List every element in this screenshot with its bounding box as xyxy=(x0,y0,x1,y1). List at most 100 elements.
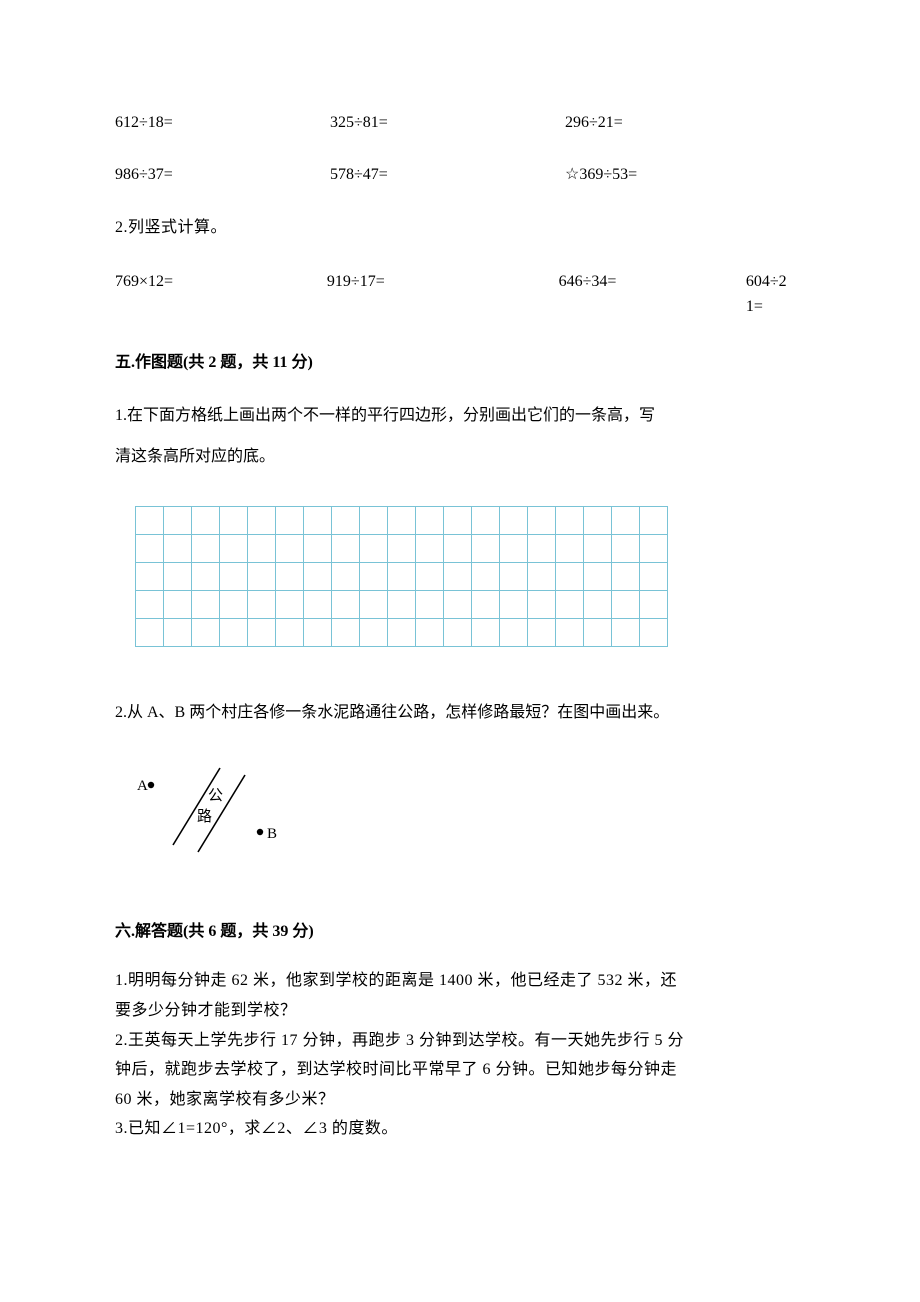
grid-cell xyxy=(388,534,416,562)
equation-cell-wrapped: 604÷2 1= xyxy=(746,269,805,320)
grid-cell xyxy=(276,590,304,618)
grid-cell xyxy=(248,590,276,618)
grid-cell xyxy=(472,534,500,562)
grid-cell xyxy=(360,590,388,618)
grid-cell xyxy=(500,618,528,646)
grid-cell xyxy=(472,562,500,590)
section-6-title: 六.解答题(共 6 题，共 39 分) xyxy=(115,919,805,945)
grid-cell xyxy=(276,534,304,562)
grid-cell xyxy=(472,618,500,646)
grid-cell xyxy=(416,562,444,590)
svg-text:路: 路 xyxy=(197,808,212,825)
grid-cell xyxy=(192,534,220,562)
grid-cell xyxy=(472,506,500,534)
grid-cell xyxy=(528,618,556,646)
grid-cell xyxy=(164,506,192,534)
road-svg: A公路B xyxy=(125,760,285,870)
grid-cell xyxy=(248,562,276,590)
grid-cell xyxy=(388,562,416,590)
grid-cell xyxy=(612,618,640,646)
grid-paper xyxy=(135,506,805,647)
equation-cell: 769×12= xyxy=(115,269,327,320)
equation-fragment: 1= xyxy=(746,294,805,320)
grid-cell xyxy=(500,506,528,534)
grid-cell xyxy=(332,506,360,534)
svg-text:B: B xyxy=(267,826,277,842)
section-6-q1-line2: 要多少分钟才能到学校？ xyxy=(115,996,805,1026)
grid-cell xyxy=(248,506,276,534)
equation-cell: ☆369÷53= xyxy=(565,162,755,188)
grid-cell xyxy=(136,618,164,646)
grid-cell xyxy=(248,534,276,562)
document-page: 612÷18= 325÷81= 296÷21= 986÷37= 578÷47= … xyxy=(0,0,920,1302)
grid-cell xyxy=(136,534,164,562)
equation-cell: 646÷34= xyxy=(559,269,746,320)
grid-cell xyxy=(556,506,584,534)
grid-cell xyxy=(220,506,248,534)
section-5-title: 五.作图题(共 2 题，共 11 分) xyxy=(115,350,805,376)
grid-cell xyxy=(304,506,332,534)
grid-cell xyxy=(304,618,332,646)
grid-cell xyxy=(360,506,388,534)
grid-cell xyxy=(220,618,248,646)
grid-cell xyxy=(416,618,444,646)
grid-cell xyxy=(584,506,612,534)
grid-cell xyxy=(192,590,220,618)
grid-cell xyxy=(528,534,556,562)
equation-cell: 296÷21= xyxy=(565,110,755,136)
grid-cell xyxy=(584,590,612,618)
section-5-q1-line2: 清这条高所对应的底。 xyxy=(115,439,805,474)
section-6-q2-line1: 2.王英每天上学先步行 17 分钟，再跑步 3 分钟到达学校。有一天她先步行 5… xyxy=(115,1026,805,1056)
grid-cell xyxy=(500,562,528,590)
grid-cell xyxy=(640,506,668,534)
grid-cell xyxy=(556,534,584,562)
grid-cell xyxy=(360,562,388,590)
section-5-q2: 2.从 A、B 两个村庄各修一条水泥路通往公路，怎样修路最短？在图中画出来。 xyxy=(115,695,805,730)
grid-cell xyxy=(444,618,472,646)
grid-cell xyxy=(164,590,192,618)
equation-cell: 612÷18= xyxy=(115,110,330,136)
grid-cell xyxy=(528,562,556,590)
equation-fragment: 604÷2 xyxy=(746,269,805,295)
grid-cell xyxy=(416,534,444,562)
equation-cell: 986÷37= xyxy=(115,162,330,188)
grid-cell xyxy=(360,534,388,562)
grid-cell xyxy=(584,562,612,590)
section-6-q2-line2: 钟后，就跑步去学校了，到达学校时间比平常早了 6 分钟。已知她步每分钟走 xyxy=(115,1055,805,1085)
grid-cell xyxy=(388,590,416,618)
grid-cell xyxy=(640,618,668,646)
equation-cell: 919÷17= xyxy=(327,269,559,320)
svg-text:A: A xyxy=(137,778,148,794)
grid-cell xyxy=(388,506,416,534)
section-6-q2-line3: 60 米，她家离学校有多少米？ xyxy=(115,1085,805,1115)
grid-cell xyxy=(444,534,472,562)
grid-cell xyxy=(276,618,304,646)
grid-cell xyxy=(612,590,640,618)
grid-cell xyxy=(640,534,668,562)
grid-cell xyxy=(556,562,584,590)
equation-row-3: 769×12= 919÷17= 646÷34= 604÷2 1= xyxy=(115,269,805,320)
grid-cell xyxy=(304,590,332,618)
grid-cell xyxy=(220,534,248,562)
grid-cell xyxy=(444,590,472,618)
grid-cell xyxy=(332,562,360,590)
equation-cell: 578÷47= xyxy=(330,162,565,188)
equation-row-1: 612÷18= 325÷81= 296÷21= xyxy=(115,110,805,136)
grid-cell xyxy=(528,506,556,534)
subsection-label: 2.列竖式计算。 xyxy=(115,213,805,243)
grid-cell xyxy=(444,562,472,590)
grid-cell xyxy=(612,534,640,562)
road-figure: A公路B xyxy=(125,760,805,879)
grid-cell xyxy=(416,590,444,618)
grid-cell xyxy=(220,590,248,618)
grid-cell xyxy=(472,590,500,618)
grid-cell xyxy=(220,562,248,590)
equation-cell: 325÷81= xyxy=(330,110,565,136)
grid-cell xyxy=(332,534,360,562)
grid-cell xyxy=(360,618,388,646)
grid-cell xyxy=(248,618,276,646)
grid-cell xyxy=(500,590,528,618)
grid-cell xyxy=(612,562,640,590)
grid-cell xyxy=(192,562,220,590)
grid-cell xyxy=(388,618,416,646)
